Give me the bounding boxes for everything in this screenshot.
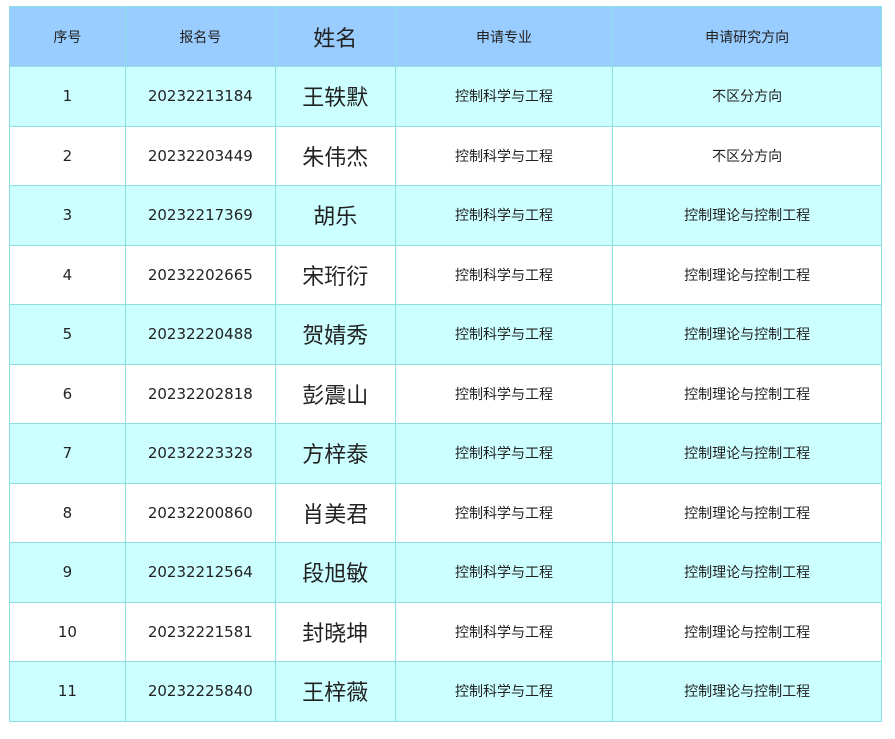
cell-major: 控制科学与工程: [394, 363, 614, 424]
cell-name: 朱伟杰: [274, 125, 396, 186]
cell-major: 控制科学与工程: [394, 304, 614, 365]
cell-index: 6: [9, 363, 126, 424]
cell-major: 控制科学与工程: [394, 661, 614, 722]
cell-index: 3: [9, 185, 126, 246]
cell-direction: 控制理论与控制工程: [612, 363, 882, 424]
cell-major: 控制科学与工程: [394, 125, 614, 186]
header-major: 申请专业: [394, 6, 614, 67]
cell-name: 彭震山: [274, 363, 396, 424]
table-row: 2 20232203449 朱伟杰 控制科学与工程 不区分方向: [9, 125, 882, 186]
cell-direction: 控制理论与控制工程: [612, 601, 882, 662]
cell-reg-number: 20232212564: [124, 542, 276, 603]
cell-index: 8: [9, 482, 126, 543]
cell-name: 封晓坤: [274, 601, 396, 662]
table-row: 10 20232221581 封晓坤 控制科学与工程 控制理论与控制工程: [9, 601, 882, 662]
cell-reg-number: 20232225840: [124, 661, 276, 722]
cell-major: 控制科学与工程: [394, 482, 614, 543]
cell-reg-number: 20232220488: [124, 304, 276, 365]
cell-direction: 控制理论与控制工程: [612, 244, 882, 305]
cell-reg-number: 20232213184: [124, 66, 276, 127]
cell-direction: 控制理论与控制工程: [612, 304, 882, 365]
table-row: 9 20232212564 段旭敏 控制科学与工程 控制理论与控制工程: [9, 542, 882, 603]
cell-direction: 控制理论与控制工程: [612, 661, 882, 722]
cell-index: 7: [9, 423, 126, 484]
cell-major: 控制科学与工程: [394, 244, 614, 305]
cell-name: 段旭敏: [274, 542, 396, 603]
header-index: 序号: [9, 6, 126, 67]
cell-direction: 不区分方向: [612, 125, 882, 186]
cell-reg-number: 20232203449: [124, 125, 276, 186]
header-reg-number: 报名号: [124, 6, 276, 67]
cell-major: 控制科学与工程: [394, 66, 614, 127]
cell-major: 控制科学与工程: [394, 601, 614, 662]
cell-direction: 控制理论与控制工程: [612, 185, 882, 246]
cell-name: 肖美君: [274, 482, 396, 543]
cell-index: 10: [9, 601, 126, 662]
cell-name: 王轶默: [274, 66, 396, 127]
table-row: 7 20232223328 方梓泰 控制科学与工程 控制理论与控制工程: [9, 423, 882, 484]
cell-index: 2: [9, 125, 126, 186]
cell-direction: 控制理论与控制工程: [612, 482, 882, 543]
cell-reg-number: 20232202818: [124, 363, 276, 424]
cell-name: 贺婧秀: [274, 304, 396, 365]
cell-name: 方梓泰: [274, 423, 396, 484]
cell-name: 胡乐: [274, 185, 396, 246]
cell-major: 控制科学与工程: [394, 542, 614, 603]
cell-major: 控制科学与工程: [394, 185, 614, 246]
cell-index: 4: [9, 244, 126, 305]
cell-direction: 控制理论与控制工程: [612, 423, 882, 484]
table-row: 11 20232225840 王梓薇 控制科学与工程 控制理论与控制工程: [9, 661, 882, 722]
table-row: 1 20232213184 王轶默 控制科学与工程 不区分方向: [9, 66, 882, 127]
cell-direction: 控制理论与控制工程: [612, 542, 882, 603]
cell-reg-number: 20232217369: [124, 185, 276, 246]
cell-direction: 不区分方向: [612, 66, 882, 127]
cell-reg-number: 20232221581: [124, 601, 276, 662]
admission-list-table: 序号 报名号 姓名 申请专业 申请研究方向 1 20232213184 王轶默 控制科…: [9, 6, 882, 722]
cell-major: 控制科学与工程: [394, 423, 614, 484]
table-row: 3 20232217369 胡乐 控制科学与工程 控制理论与控制工程: [9, 185, 882, 246]
cell-index: 9: [9, 542, 126, 603]
table-row: 5 20232220488 贺婧秀 控制科学与工程 控制理论与控制工程: [9, 304, 882, 365]
table-row: 8 20232200860 肖美君 控制科学与工程 控制理论与控制工程: [9, 482, 882, 543]
cell-reg-number: 20232223328: [124, 423, 276, 484]
header-direction: 申请研究方向: [612, 6, 882, 67]
cell-reg-number: 20232200860: [124, 482, 276, 543]
cell-reg-number: 20232202665: [124, 244, 276, 305]
cell-index: 1: [9, 66, 126, 127]
cell-index: 11: [9, 661, 126, 722]
cell-name: 王梓薇: [274, 661, 396, 722]
table-row: 6 20232202818 彭震山 控制科学与工程 控制理论与控制工程: [9, 363, 882, 424]
header-row: 序号 报名号 姓名 申请专业 申请研究方向: [9, 6, 882, 67]
header-name: 姓名: [274, 6, 396, 67]
cell-index: 5: [9, 304, 126, 365]
cell-name: 宋珩衍: [274, 244, 396, 305]
table-row: 4 20232202665 宋珩衍 控制科学与工程 控制理论与控制工程: [9, 244, 882, 305]
